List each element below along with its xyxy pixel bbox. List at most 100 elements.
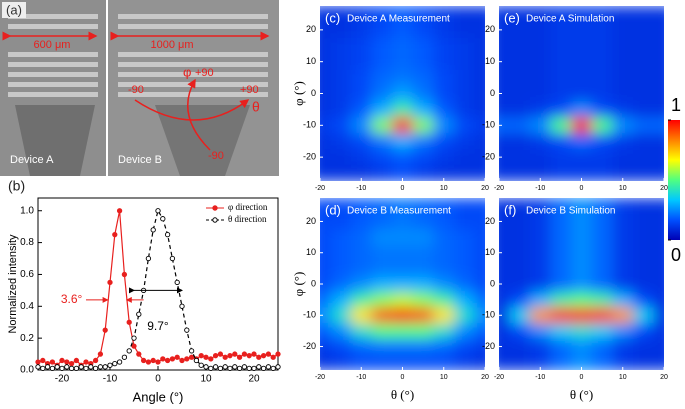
heatmap-cell (591, 229, 613, 246)
heatmap-cell (474, 291, 485, 308)
data-point (116, 208, 123, 214)
heatmap-cell (653, 37, 664, 55)
heatmap-cell (499, 244, 510, 262)
heatmap-cell (612, 21, 634, 39)
data-point (160, 216, 166, 222)
heatmap-cell (433, 117, 455, 134)
heatmap-cell (474, 260, 485, 277)
heatmap-cell (412, 6, 434, 23)
heatmap-cell (454, 69, 476, 87)
heatmap-cell (350, 260, 373, 277)
heatmap-cell (509, 323, 531, 340)
heatmap-cell (392, 117, 414, 134)
data-point (251, 365, 257, 372)
heatmap-cell (371, 260, 393, 277)
heatmap-cell (653, 229, 664, 246)
heatmap-cell (653, 276, 664, 293)
heatmap-cell (499, 291, 510, 308)
heatmap-cell (433, 323, 455, 340)
heatmap-cell (612, 354, 634, 370)
x-tick-label: 0 (401, 185, 405, 192)
heatmap-cell (612, 229, 634, 246)
heatmap-cell (330, 117, 352, 134)
panel-label: (e) (504, 10, 520, 25)
heatmap-cell (371, 133, 393, 150)
heatmap-cell (371, 213, 393, 230)
heatmap-cell (433, 260, 455, 277)
heatmap-cell (653, 165, 664, 181)
heatmap-cell (529, 323, 552, 340)
data-point (179, 357, 185, 364)
data-point (49, 365, 56, 372)
x-tick-label: 0 (580, 185, 584, 192)
heatmap-cell (591, 53, 613, 71)
heatmap-cell (330, 69, 352, 87)
heatmap-cell (454, 307, 476, 324)
heatmap-cell (571, 354, 593, 370)
heatmap-cell (529, 354, 552, 370)
heatmap-cell (330, 354, 352, 370)
heatmap-cell (412, 354, 434, 370)
panel-label: (a) (6, 2, 22, 17)
heatmap-cell (653, 101, 664, 118)
heatmap-cell (612, 53, 634, 71)
heatmap-cell (454, 165, 476, 181)
panel-label: (b) (8, 178, 25, 194)
data-point (64, 359, 70, 365)
heatmap-cell (330, 149, 352, 166)
heatmap-cell (653, 53, 664, 71)
x-tick-label: 10 (440, 185, 448, 192)
data-point (174, 279, 180, 286)
heatmap-cell (509, 149, 531, 166)
heatmap-cell (509, 53, 531, 71)
heatmap-cell (571, 37, 593, 55)
heatmap-cell (454, 117, 476, 134)
heatmap-cell (371, 37, 393, 55)
heatmap-cell (371, 338, 393, 355)
heatmap-cell (499, 69, 510, 87)
photo-panel: (a) 600 μm 1000 μm Device A Device B -90… (0, 0, 279, 176)
legend-marker (212, 205, 218, 211)
heatmap-cell (653, 85, 664, 102)
data-point (198, 353, 204, 359)
heatmap-cell (474, 53, 485, 71)
heatmap-cell (392, 291, 414, 308)
data-point (256, 364, 262, 370)
heatmap-cell (509, 213, 531, 230)
heatmap-cell (392, 244, 414, 262)
data-point (126, 348, 132, 354)
heatmap-cell (320, 117, 331, 134)
data-point (140, 357, 147, 364)
heatmap-cell (412, 37, 434, 55)
series-line (37, 209, 279, 370)
heatmap-cell (653, 198, 664, 215)
heatmap-cell (350, 69, 373, 87)
heatmap-cell (550, 307, 572, 324)
heatmap-cell (499, 133, 510, 150)
heatmap-cell (350, 117, 373, 134)
heatmap-cell (412, 260, 434, 277)
heatmap-cell (474, 69, 485, 87)
heatmap-cell (633, 244, 655, 262)
data-point (145, 255, 152, 262)
angle-label: -90 (128, 84, 144, 96)
y-tick-label: 20 (306, 216, 316, 226)
heatmap-cell (392, 276, 414, 293)
heatmap-cell (529, 85, 552, 102)
data-point (112, 360, 118, 367)
heatmap-cell (612, 260, 634, 277)
heatmap-cell (350, 338, 373, 355)
heatmap-cell (550, 213, 572, 230)
data-point (131, 335, 137, 341)
heatmap-cell (454, 133, 476, 150)
heatmap-cell (433, 21, 455, 39)
heatmap-cell (633, 117, 655, 134)
data-point (83, 359, 89, 365)
panel-label: (f) (504, 202, 516, 217)
heatmap-cell (330, 85, 352, 102)
heatmap-cell (371, 117, 393, 134)
heatmap-cell (392, 101, 414, 118)
heatmap-cell (474, 307, 485, 324)
heatmap-cell (633, 37, 655, 55)
heatmap-cell (550, 133, 572, 150)
